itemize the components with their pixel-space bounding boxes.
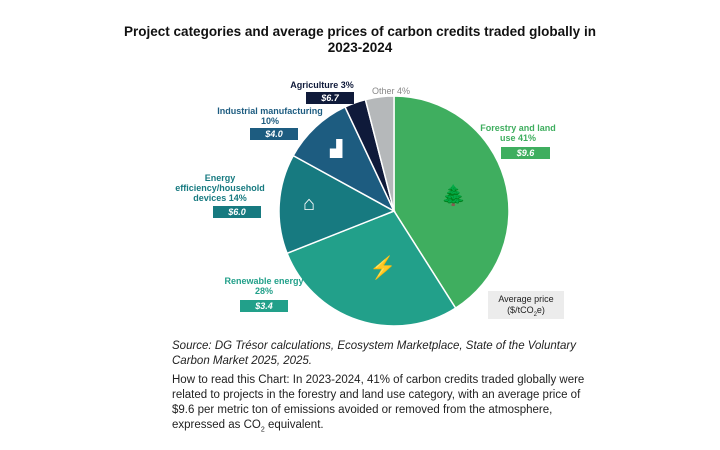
pie-slice-other bbox=[364, 95, 395, 212]
price-forestry: $9.6 bbox=[501, 147, 550, 159]
price-industrial: $4.0 bbox=[250, 128, 298, 140]
label-other: Other 4% bbox=[371, 86, 411, 96]
chart-title: Project categories and average prices of… bbox=[124, 24, 596, 55]
trees-icon: 🌲 bbox=[441, 185, 466, 207]
label-forestry: Forestry and land use 41% bbox=[480, 123, 556, 143]
pie-slice-renewable-energy bbox=[286, 210, 457, 327]
lightning-icon: ⚡ bbox=[369, 255, 397, 280]
pie-slice-industrial-manufacturing bbox=[292, 105, 396, 213]
how-to-read-note: How to read this Chart: In 2023-2024, 41… bbox=[172, 373, 602, 437]
legend-unit-text: ($/tCO bbox=[507, 305, 534, 315]
how-to-read-sub: 2 bbox=[260, 426, 265, 434]
how-to-read-end: equivalent. bbox=[264, 419, 324, 431]
how-to-read-text: How to read this Chart: In 2023-2024, 41… bbox=[172, 374, 585, 431]
price-renewable: $3.4 bbox=[240, 300, 288, 312]
label-industrial: Industrial manufacturing 10% bbox=[217, 106, 323, 126]
factory-icon: ▟ bbox=[330, 141, 343, 158]
legend-unit-sub: 2 bbox=[533, 311, 537, 318]
price-energy-efficiency: $6.0 bbox=[213, 206, 261, 218]
legend-unit-end: e) bbox=[536, 305, 545, 315]
house-icon: ⌂ bbox=[303, 193, 316, 215]
source-note: Source: DG Trésor calculations, Ecosyste… bbox=[172, 340, 576, 367]
average-price-legend: Average price ($/tCO2e) bbox=[488, 291, 564, 319]
legend-unit: ($/tCO2e) bbox=[488, 305, 564, 321]
legend-title: Average price bbox=[498, 294, 554, 304]
label-energy-efficiency: Energy efficiency/household devices 14% bbox=[175, 173, 265, 203]
price-agriculture: $6.7 bbox=[306, 92, 354, 104]
pie-slice-energy-efficiency-household-devices bbox=[278, 154, 396, 255]
label-agriculture: Agriculture 3% bbox=[290, 80, 354, 90]
label-renewable: Renewable energy 28% bbox=[224, 276, 304, 296]
